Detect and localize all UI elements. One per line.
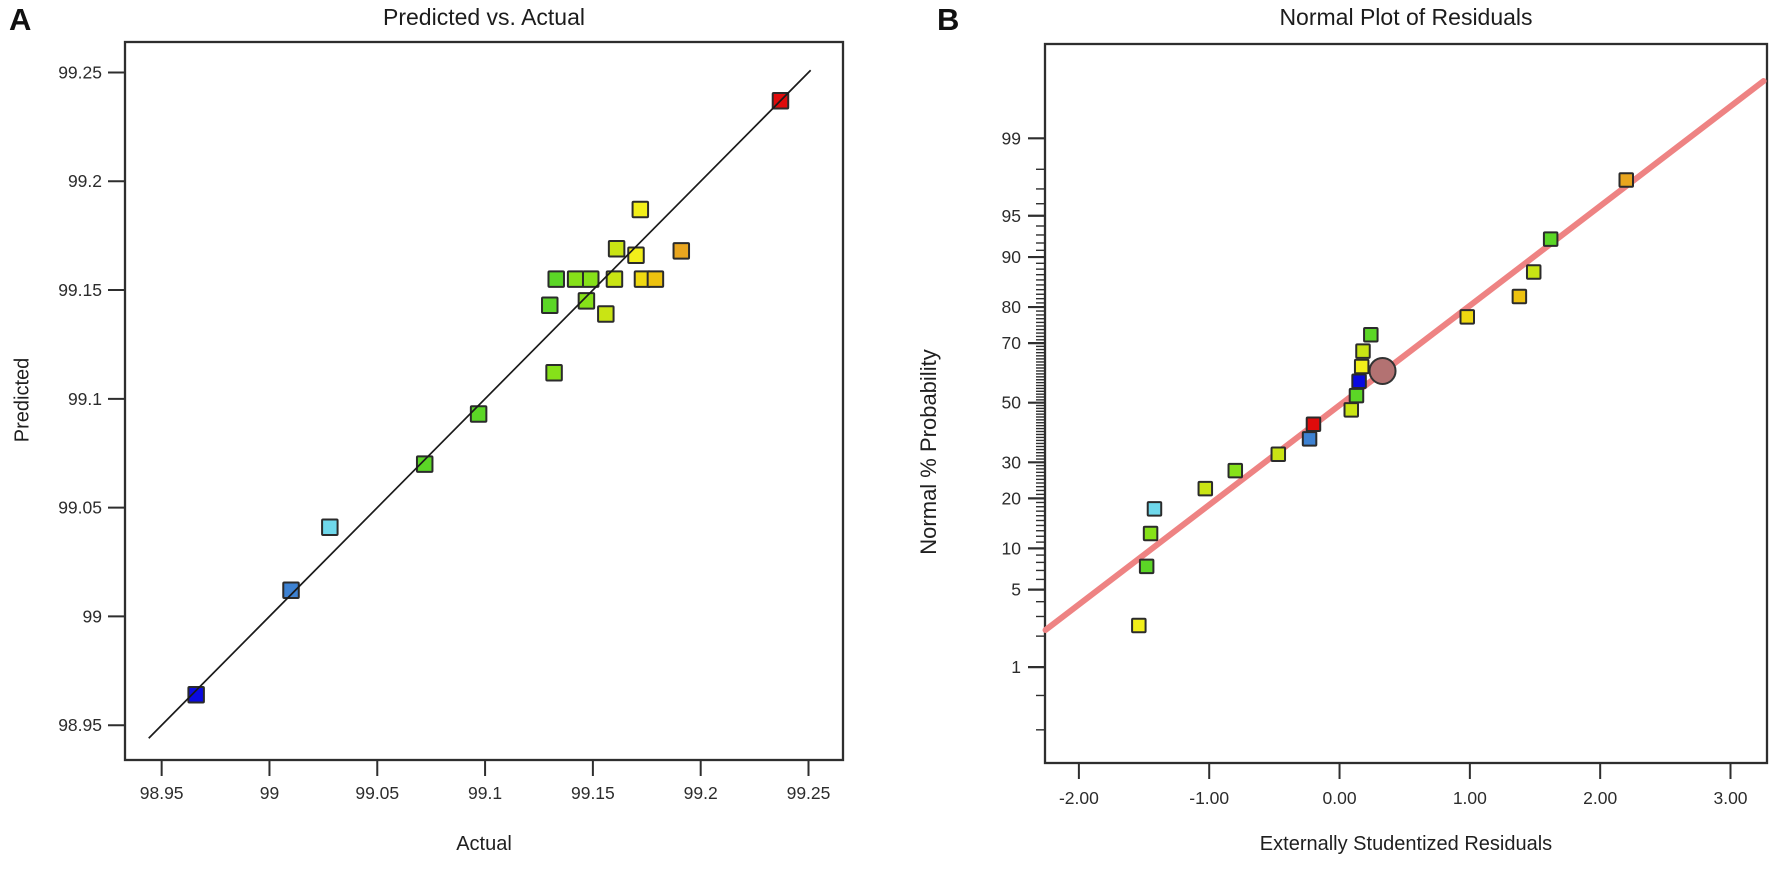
data-point-square xyxy=(1525,264,1542,280)
plot-a-x-tick-label: 99.15 xyxy=(571,783,615,803)
data-point-square xyxy=(646,270,665,288)
data-point-square xyxy=(605,270,624,288)
data-point-square xyxy=(1131,617,1147,634)
data-point-square xyxy=(581,270,600,288)
chart-a-xaxis-label: Actual xyxy=(456,833,512,855)
data-point-square xyxy=(1618,172,1634,188)
chart-b-xaxis-label: Externally Studentized Residuals xyxy=(1259,833,1553,855)
data-point-square xyxy=(1305,416,1322,432)
plot-b-x-tick-label: -2.00 xyxy=(1059,788,1099,808)
data-point-square xyxy=(1542,231,1559,247)
data-point-square xyxy=(1343,402,1360,418)
plot-b-y-tick-label: 50 xyxy=(1002,393,1022,413)
plot-a-y-tick-label: 99.15 xyxy=(58,280,102,300)
data-point-square xyxy=(1355,343,1371,359)
data-point-square xyxy=(627,246,645,264)
data-point-square xyxy=(1227,462,1244,479)
plot-a-x-tick-label: 99 xyxy=(260,783,279,803)
data-point-square xyxy=(187,685,205,704)
plot-b-x-tick-label: 3.00 xyxy=(1713,788,1747,808)
data-point-square xyxy=(1353,358,1370,375)
plot-a-x-tick-label: 99.1 xyxy=(468,783,502,803)
identity-line xyxy=(148,69,812,739)
data-point-square xyxy=(469,405,488,423)
data-point-square xyxy=(415,455,434,473)
data-point-square xyxy=(1348,387,1365,404)
data-point-square xyxy=(1459,309,1476,325)
chart-a-title: Predicted vs. Actual xyxy=(383,4,585,30)
data-point-square xyxy=(631,200,650,219)
data-point-square xyxy=(1270,446,1287,463)
data-point-square xyxy=(672,242,691,260)
plot-a-y-tick-label: 99.1 xyxy=(68,389,102,409)
chart-b-title: Normal Plot of Residuals xyxy=(1279,4,1533,30)
plot-b-frame xyxy=(1043,42,1769,765)
plot-b-y-tick-label: 1 xyxy=(1011,657,1021,677)
plot-b-y-tick-label: 90 xyxy=(1002,247,1022,267)
plot-a-x-tick-label: 99.2 xyxy=(684,783,718,803)
data-point-square xyxy=(1142,525,1159,542)
plot-b-y-tick-label: 99 xyxy=(1002,128,1021,148)
chart-b-yaxis-label: Normal % Probability xyxy=(916,349,941,555)
data-point-square xyxy=(1146,501,1163,517)
data-point-square xyxy=(1363,327,1379,343)
plot-a-y-tick-label: 98.95 xyxy=(58,715,102,735)
plot-a-x-tick-label: 99.05 xyxy=(355,783,399,803)
plot-a-y-tick-label: 99.2 xyxy=(68,171,102,191)
plot-a-y-tick-label: 99.05 xyxy=(58,498,102,518)
data-point-square xyxy=(541,296,559,315)
panel-b-label: B xyxy=(937,2,960,37)
data-point-square xyxy=(321,518,339,536)
plot-a-x-tick-label: 98.95 xyxy=(140,783,184,803)
data-point-square xyxy=(1351,373,1367,389)
plot-a-x-tick-label: 99.25 xyxy=(787,783,831,803)
plot-a-frame xyxy=(123,40,845,762)
plot-b-y-tick-label: 70 xyxy=(1002,333,1022,353)
plot-b-y-tick-label: 95 xyxy=(1002,206,1021,226)
data-point-square xyxy=(1301,431,1318,447)
data-point-square xyxy=(1197,480,1214,497)
plot-b-y-tick-label: 30 xyxy=(1002,452,1022,472)
panel-a-label: A xyxy=(9,2,32,37)
data-point-square xyxy=(597,305,615,323)
data-point-square xyxy=(577,292,596,310)
plot-b-y-tick-label: 80 xyxy=(1002,297,1022,317)
plot-b-x-tick-label: 1.00 xyxy=(1453,788,1487,808)
data-point-square xyxy=(607,239,626,258)
data-point-square xyxy=(545,363,563,382)
data-point-square xyxy=(547,270,565,288)
data-point-square xyxy=(566,270,585,288)
plot-b-x-tick-label: 0.00 xyxy=(1323,788,1357,808)
data-point-square xyxy=(1138,558,1155,575)
plot-b-x-tick-label: -1.00 xyxy=(1189,788,1229,808)
data-point-square xyxy=(1511,288,1528,305)
plot-b-x-tick-label: 2.00 xyxy=(1583,788,1617,808)
normal-fit-line xyxy=(1042,78,1767,634)
plot-a-y-tick-label: 99.25 xyxy=(58,62,102,82)
plot-a-y-tick-label: 99 xyxy=(83,606,102,626)
plot-b-y-tick-label: 10 xyxy=(1002,538,1022,558)
overlap-point-circle xyxy=(1368,356,1397,385)
plot-b-y-tick-label: 20 xyxy=(1002,488,1022,508)
data-point-square xyxy=(282,581,300,600)
plot-b-y-tick-label: 5 xyxy=(1011,580,1021,600)
chart-a-yaxis-label: Predicted xyxy=(11,357,34,443)
